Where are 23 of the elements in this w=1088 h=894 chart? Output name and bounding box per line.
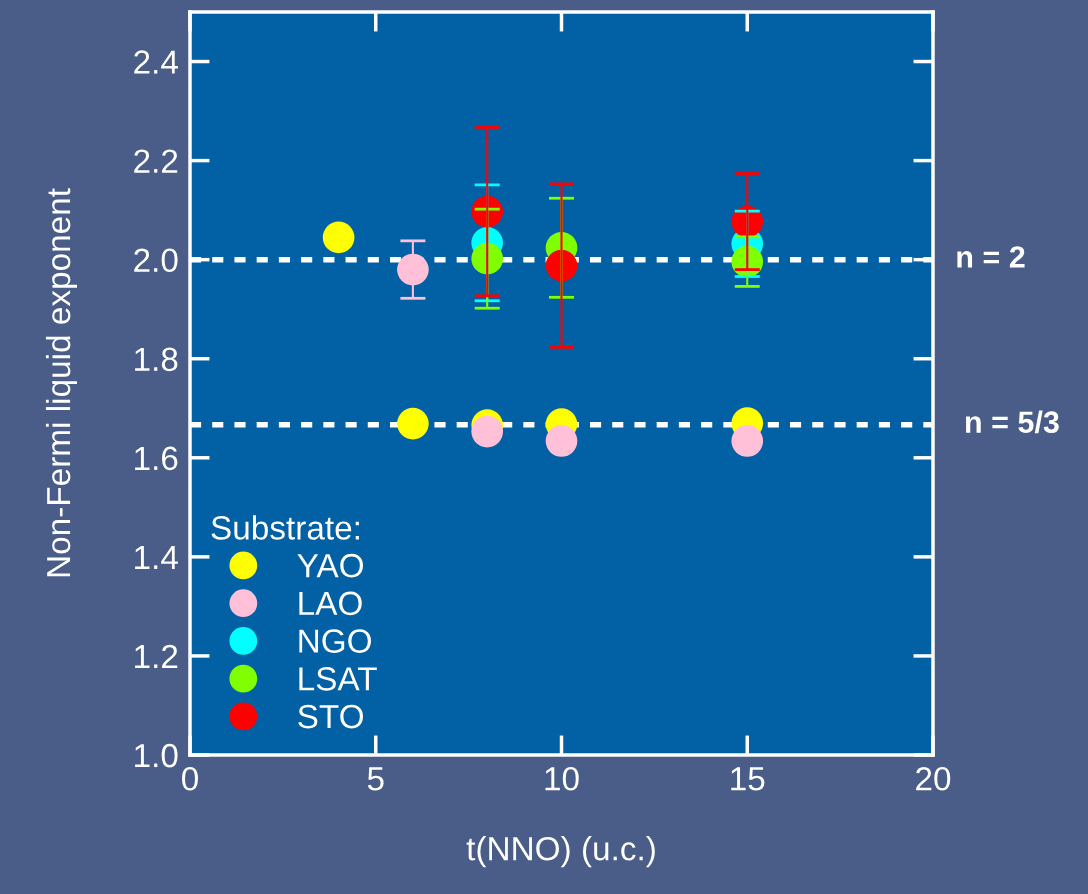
x-tick-label: 20 (916, 766, 951, 791)
legend-title: Substrate: (211, 515, 359, 540)
y-tick-label: 1.8 (135, 347, 178, 372)
y-axis-title: Non-Fermi liquid exponent (45, 188, 77, 577)
x-tick-label: 15 (731, 767, 765, 791)
ref-line-label: n = 2 (957, 246, 1025, 268)
y-tick-label: 1.0 (135, 743, 178, 768)
x-tick-label: 5 (367, 767, 384, 791)
annotation: n = 5/3 (965, 410, 1059, 434)
y-tick-label: 2.0 (134, 248, 178, 273)
y-tick-label: 1.6 (135, 446, 178, 471)
y-tick-label: 1.2 (135, 644, 178, 669)
y-tick-label: 2.2 (134, 149, 178, 173)
legend-label: LAO (299, 591, 362, 616)
x-axis-title: t(NNO) (u.c.) (466, 836, 655, 868)
x-tick-label: 0 (182, 766, 198, 791)
y-tick-label: 1.4 (135, 546, 178, 569)
legend-label: LSAT (299, 667, 377, 691)
legend-label: STO (298, 704, 364, 729)
y-tick-label: 2.4 (134, 50, 178, 74)
x-tick-label: 10 (545, 766, 579, 791)
legend-label: NGO (299, 629, 371, 653)
legend-label: YAO (297, 553, 364, 578)
